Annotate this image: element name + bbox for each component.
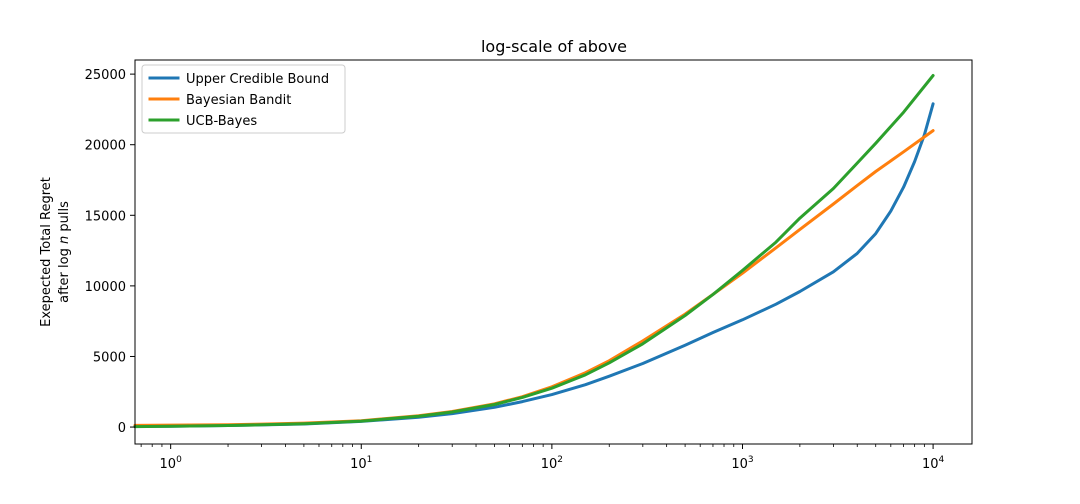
y-tick-label-5: 25000 (85, 68, 126, 83)
plot-frame (134, 59, 973, 445)
y-tick-label-1: 5000 (93, 350, 126, 365)
x-tick-label-4: 104 (922, 455, 945, 472)
y-tick-label-2: 10000 (85, 280, 126, 295)
y-axis-label-suffix: pulls (57, 201, 72, 236)
series-layer (133, 74, 935, 429)
legend-label-bayesian: Bayesian Bandit (186, 93, 291, 108)
x-tick-label-2: 102 (541, 455, 563, 472)
y-axis-label: Exepected Total Regret after log n pulls (39, 177, 72, 327)
legend-box (141, 64, 346, 134)
x-tick-label-3: 103 (731, 455, 753, 472)
y-axis-label-var: n (57, 236, 72, 244)
y-axis-label-line-1: Exepected Total Regret (39, 177, 54, 327)
y-axis: 0 5000 10000 15000 20000 25000 (85, 68, 135, 436)
x-tick-label-1: 101 (350, 455, 372, 472)
legend-label-ucb: Upper Credible Bound (186, 72, 329, 87)
y-axis-label-line-2: after log n pulls (57, 201, 72, 303)
y-tick-label-3: 15000 (85, 209, 126, 224)
legend: Upper Credible Bound Bayesian Bandit UCB… (141, 64, 346, 134)
chart-title: log-scale of above (481, 37, 627, 56)
legend-label-ucb-bayes: UCB-Bayes (186, 114, 257, 129)
y-tick-label-0: 0 (118, 421, 126, 436)
y-tick-label-4: 20000 (85, 139, 126, 154)
y-axis-label-prefix: after log (57, 248, 72, 303)
x-tick-label-0: 100 (160, 455, 183, 472)
series-line-2 (133, 74, 935, 429)
x-axis: 100 101 102 103 104 (140, 444, 945, 472)
